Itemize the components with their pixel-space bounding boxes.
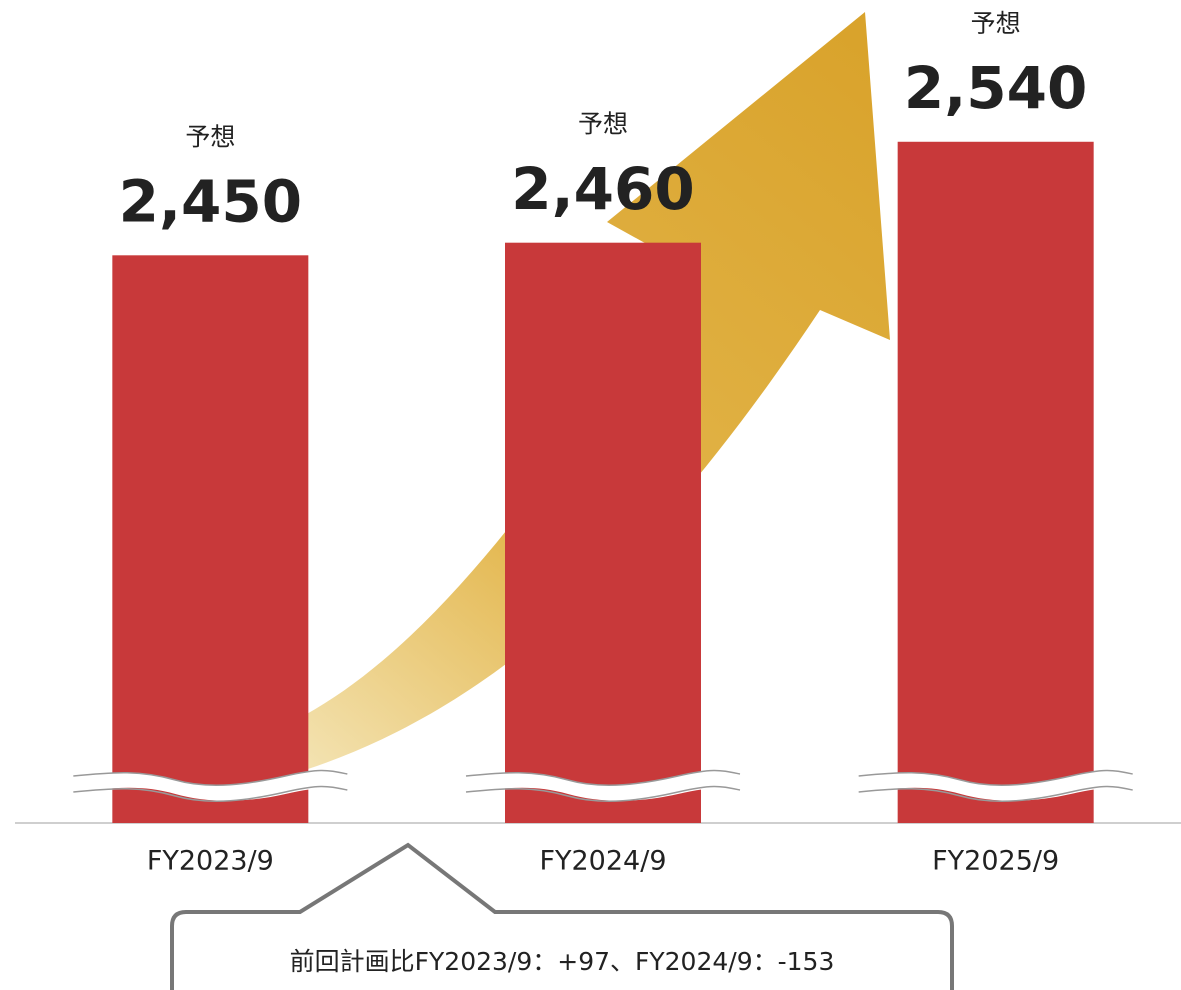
axis-break-line — [858, 785, 1133, 802]
value-label: 2,450 — [119, 167, 302, 235]
value-label: 2,460 — [511, 155, 694, 223]
x-tick-label: FY2023/9 — [147, 846, 274, 877]
axis-break-line — [465, 769, 741, 786]
x-tick-label: FY2025/9 — [932, 846, 1059, 877]
axis-break-line — [73, 769, 348, 786]
x-tick-label: FY2024/9 — [539, 846, 666, 877]
value-note: 予想 — [578, 110, 628, 139]
axis-break-line — [858, 769, 1133, 786]
bar — [505, 242, 701, 823]
callout-box — [170, 842, 954, 990]
growth-arrow — [305, 12, 890, 770]
value-note: 予想 — [971, 9, 1021, 38]
callout-text: 前回計画比FY2023/9：+97、FY2024/9：-153 — [290, 947, 835, 976]
bar — [112, 255, 309, 824]
value-note: 予想 — [185, 122, 235, 151]
axis-break-line — [465, 785, 741, 802]
axis-break-line — [73, 785, 348, 802]
bar — [897, 141, 1094, 823]
value-label: 2,540 — [904, 54, 1087, 122]
